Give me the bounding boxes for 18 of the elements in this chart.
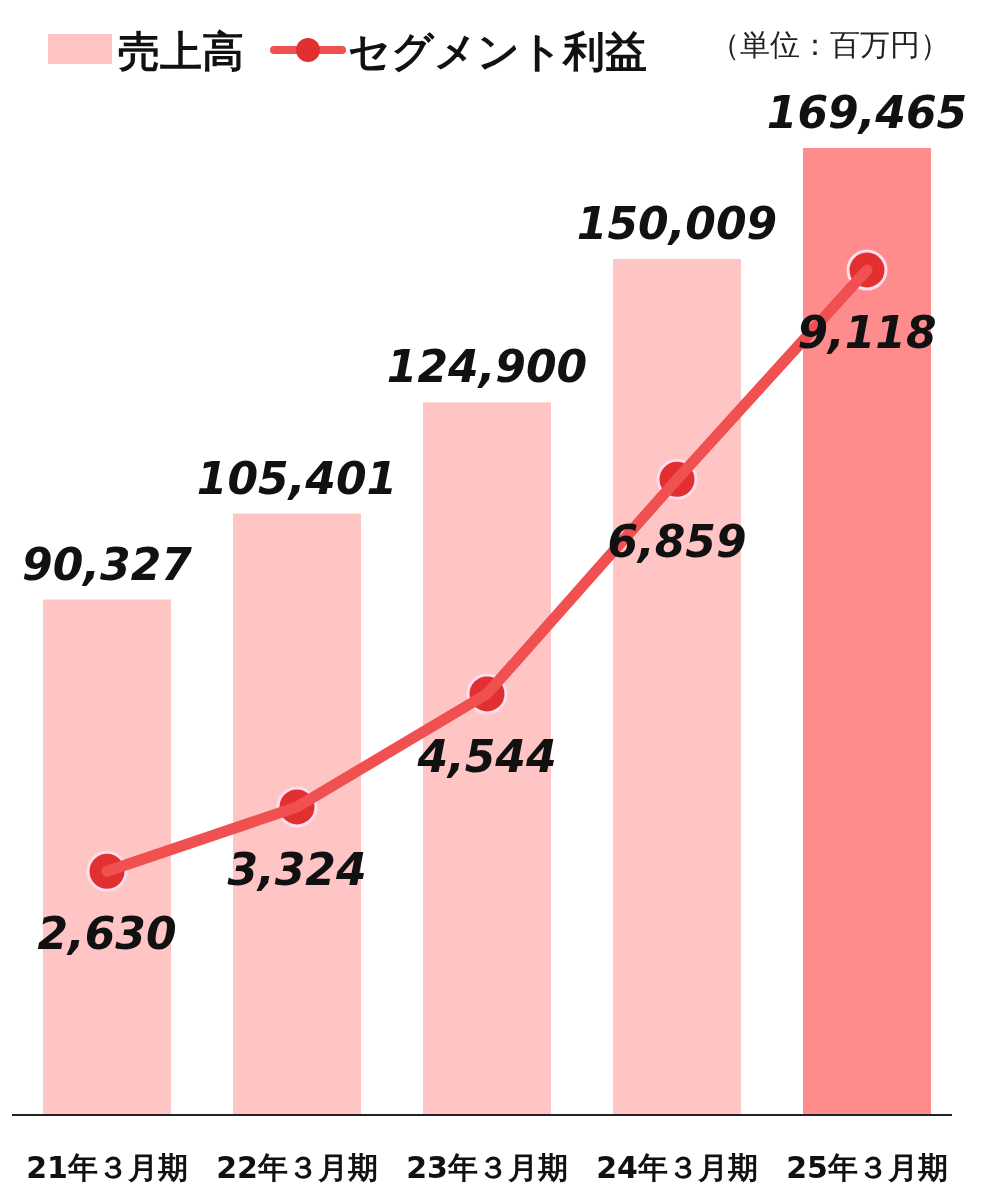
data-label: 9,118 [797, 307, 937, 358]
x-tick-label: 24年３月期 [596, 1150, 758, 1184]
x-tick-label: 25年３月期 [786, 1150, 948, 1184]
text: （単位：百万円） [710, 27, 950, 62]
x-tick-label: 23年３月期 [406, 1150, 568, 1184]
legend-label: 売上高 [118, 27, 244, 76]
data-label: 169,465 [766, 87, 968, 138]
data-label: 6,859 [607, 516, 747, 568]
data-label: 2,630 [37, 908, 177, 960]
data-label: 3,324 [227, 843, 367, 895]
data-label: 124,900 [386, 341, 588, 393]
data-label: 4,544 [416, 730, 557, 782]
data-label: 90,327 [22, 538, 193, 590]
x-tick-label: 21年３月期 [26, 1150, 188, 1184]
legend-label: セグメント利益 [348, 27, 647, 76]
data-label: 150,009 [576, 198, 778, 250]
x-tick-label: 22年３月期 [216, 1150, 378, 1184]
data-label: 105,401 [196, 452, 398, 504]
